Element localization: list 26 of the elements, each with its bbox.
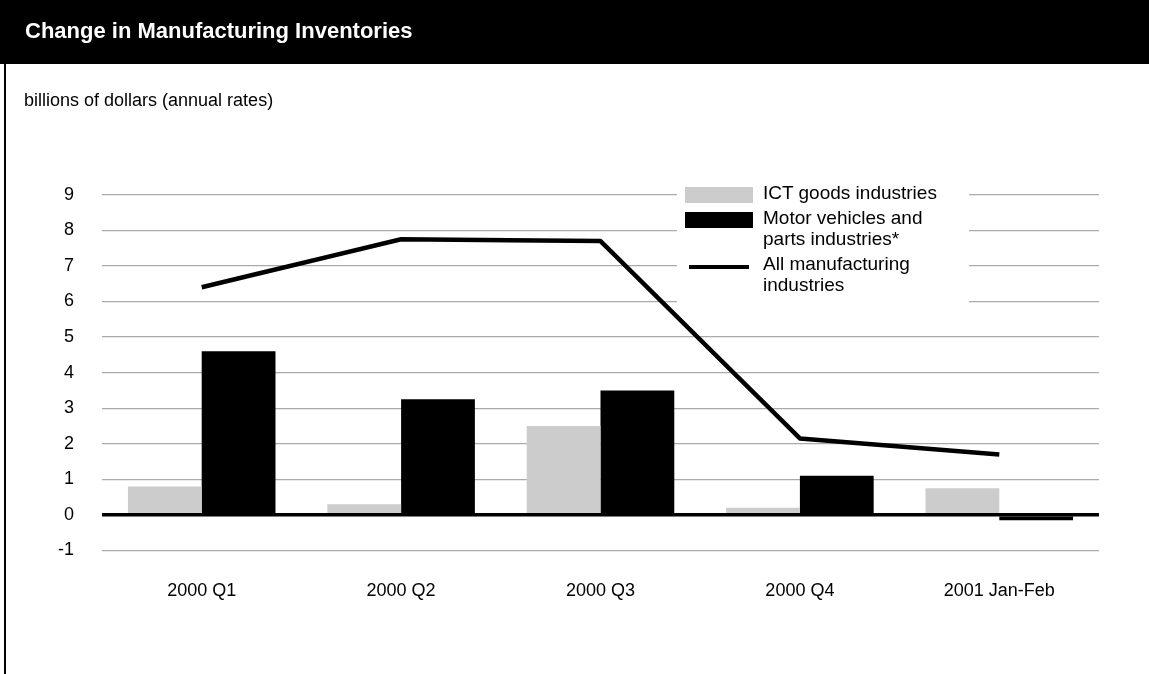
y-axis-title: billions of dollars (annual rates) (24, 90, 274, 111)
x-tick-label: 2001 Jan-Feb (943, 580, 1055, 601)
bar (526, 425, 601, 514)
legend-label: Motor vehicles and parts industries* (763, 207, 924, 249)
y-tick-label: 4 (63, 361, 74, 382)
legend-label: ICT goods industries (763, 182, 937, 203)
y-tick-label: 5 (63, 326, 74, 347)
bar (327, 504, 402, 514)
x-tick-label: 2000 Q3 (565, 580, 636, 601)
y-tick-label: 2 (63, 432, 74, 453)
bar (127, 486, 202, 514)
bar (925, 488, 1000, 514)
y-tick-label: 3 (63, 397, 74, 418)
x-tick-label: 2000 Q1 (167, 580, 237, 601)
legend-label: All manufacturing industries (763, 253, 911, 295)
y-tick-label: 8 (63, 219, 74, 240)
x-tick-label: 2000 Q2 (366, 580, 436, 601)
y-tick-label: 6 (63, 290, 74, 311)
y-tick-label: 9 (63, 183, 74, 204)
chart-title: Change in Manufacturing Inventories (25, 18, 413, 44)
bar (726, 507, 800, 514)
y-tick-label: 1 (63, 468, 74, 489)
y-tick-label: 0 (63, 503, 74, 524)
y-tick-label: -1 (57, 539, 74, 560)
y-tick-label: 7 (63, 254, 74, 275)
x-tick-label: 2000 Q4 (765, 580, 835, 601)
